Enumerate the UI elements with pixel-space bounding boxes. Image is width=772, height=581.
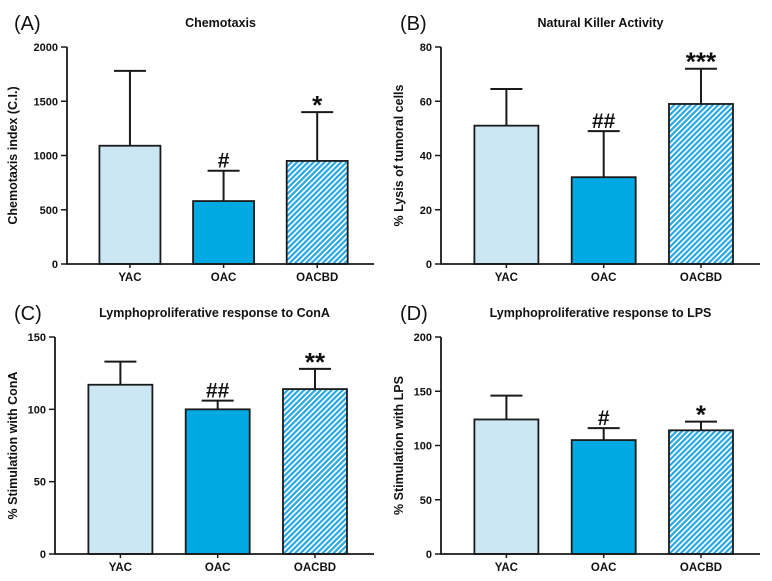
- significance-marker: *: [312, 90, 323, 120]
- y-tick-label: 40: [420, 151, 432, 163]
- x-category-label: OACBD: [294, 562, 336, 574]
- chart-title: Lymphoproliferative response to LPS: [490, 306, 712, 320]
- panel-a: (A) Chemotaxis Chemotaxis index (C.I.) YAC O…: [0, 0, 386, 290]
- y-axis-label: % Lysis of tumoral cells: [392, 84, 406, 226]
- y-tick-label: 0: [426, 549, 432, 561]
- x-category-label: OAC: [591, 562, 617, 574]
- panel-letter: (D): [400, 303, 428, 325]
- chart-canvas-c: (C) Lymphoproliferative response to ConA%…: [6, 303, 374, 574]
- significance-marker: **: [305, 347, 326, 377]
- bar-yac: [87, 383, 154, 555]
- y-tick-label: 2000: [34, 42, 58, 54]
- bar-yac: [473, 124, 540, 265]
- x-category-label: OACBD: [296, 272, 338, 284]
- y-tick-label: 0: [40, 549, 46, 561]
- bar-oac: [184, 408, 251, 555]
- bar-oacbd: [668, 103, 734, 265]
- bar-oacbd: [282, 388, 348, 555]
- y-tick-label: 200: [414, 332, 432, 344]
- y-tick-label: 500: [40, 205, 58, 217]
- significance-marker: ***: [686, 47, 717, 77]
- chart-title: Chemotaxis: [185, 16, 256, 30]
- significance-marker: ##: [592, 110, 616, 133]
- significance-marker: *: [696, 400, 707, 430]
- x-category-label: OACBD: [680, 272, 722, 284]
- x-category-label: OAC: [205, 562, 231, 574]
- y-tick-label: 0: [426, 259, 432, 271]
- bar-yac: [98, 144, 162, 265]
- bar-yac: [473, 418, 540, 555]
- panel-letter: (C): [14, 303, 42, 325]
- x-category-label: YAC: [118, 272, 141, 284]
- chart-canvas-d: (D) Lymphoproliferative response to LPS % …: [392, 303, 760, 574]
- chart-title: Lymphoproliferative response to ConA: [99, 306, 330, 320]
- bar-oac: [192, 200, 255, 265]
- x-category-label: YAC: [495, 562, 518, 574]
- y-tick-label: 50: [34, 477, 46, 489]
- x-category-label: YAC: [495, 272, 518, 284]
- chart-title: Natural Killer Activity: [538, 16, 664, 30]
- y-tick-label: 50: [420, 495, 432, 507]
- x-category-label: YAC: [109, 562, 132, 574]
- panel-c: (C) Lymphoproliferative response to ConA%…: [0, 290, 386, 581]
- significance-marker: #: [218, 150, 230, 173]
- panel-letter: (B): [400, 13, 427, 35]
- panel-letter: (A): [14, 13, 41, 35]
- bar-oac: [570, 176, 637, 265]
- y-axis-label: % Stimulation with LPS: [392, 376, 406, 515]
- y-tick-label: 20: [420, 205, 432, 217]
- bar-oac: [570, 439, 637, 555]
- significance-marker: #: [598, 407, 610, 430]
- y-tick-label: 1000: [34, 151, 58, 163]
- y-tick-label: 80: [420, 42, 432, 54]
- y-tick-label: 150: [28, 332, 46, 344]
- significance-marker: ##: [206, 380, 230, 403]
- y-tick-label: 100: [414, 441, 432, 453]
- y-tick-label: 1500: [34, 96, 58, 108]
- x-category-label: OACBD: [680, 562, 722, 574]
- y-axis-label: % Stimulation with ConA: [6, 372, 20, 520]
- panel-b: (B) Natural Killer Activity % Lysis of tum…: [386, 0, 772, 290]
- x-category-label: OAC: [211, 272, 237, 284]
- y-tick-label: 0: [52, 259, 58, 271]
- y-axis-label: Chemotaxis index (C.I.): [6, 86, 20, 224]
- chart-canvas-a: (A) Chemotaxis Chemotaxis index (C.I.) YAC O…: [6, 13, 374, 284]
- y-tick-label: 150: [414, 386, 432, 398]
- panel-d: (D) Lymphoproliferative response to LPS % …: [386, 290, 772, 581]
- x-category-label: OAC: [591, 272, 617, 284]
- y-tick-label: 60: [420, 96, 432, 108]
- y-tick-label: 100: [28, 404, 46, 416]
- bar-oacbd: [668, 429, 734, 555]
- chart-canvas-b: (B) Natural Killer Activity % Lysis of tum…: [392, 13, 760, 284]
- bar-oacbd: [285, 160, 349, 265]
